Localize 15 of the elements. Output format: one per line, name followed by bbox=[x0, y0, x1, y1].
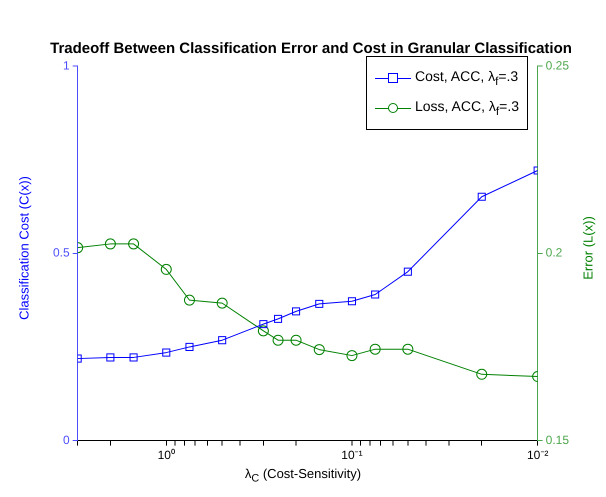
y2-tick-label: 0.15 bbox=[546, 432, 570, 447]
chart-title: Tradeoff Between Classification Error and Cost in Granular Classification bbox=[50, 40, 572, 58]
y-tick-label: 0 bbox=[62, 432, 70, 447]
x-tick-label: 10⁻¹ bbox=[341, 448, 363, 462]
y-tick-label: 0.5 bbox=[52, 246, 70, 260]
y2-tick-label: 0.25 bbox=[546, 58, 570, 72]
y2-tick-label: 0.2 bbox=[546, 246, 563, 260]
x-axis-title: λ$_{C}$ (Cost-Sensitivity) bbox=[244, 466, 362, 485]
y2-axis-title: Error (L(x)) bbox=[580, 216, 596, 280]
x-tick-label: 10⁻² bbox=[526, 448, 548, 462]
legend-label: Loss, ACC, λ$_{f}$=.3 bbox=[414, 98, 519, 118]
y-tick-label: 1 bbox=[62, 58, 70, 72]
y-axis-title: Classification Cost (C(x)) bbox=[16, 176, 32, 320]
x-tick-label: 10⁰ bbox=[158, 448, 175, 462]
legend-label: Cost, ACC, λ$_{f}$=.3 bbox=[414, 68, 518, 88]
